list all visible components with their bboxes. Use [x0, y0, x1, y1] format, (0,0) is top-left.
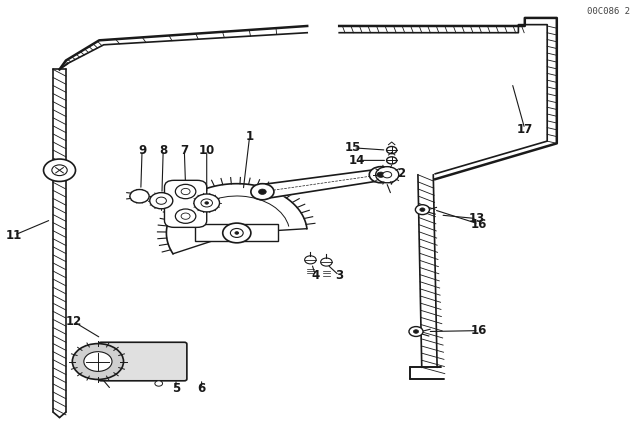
- Text: 8: 8: [159, 143, 167, 157]
- FancyBboxPatch shape: [99, 342, 187, 381]
- Circle shape: [251, 184, 274, 200]
- Circle shape: [205, 202, 209, 204]
- Circle shape: [383, 172, 392, 178]
- Circle shape: [415, 205, 429, 215]
- Text: 2: 2: [397, 167, 405, 181]
- Circle shape: [130, 190, 149, 203]
- Circle shape: [156, 197, 166, 204]
- Circle shape: [377, 172, 385, 177]
- Circle shape: [235, 232, 239, 234]
- Text: 7: 7: [180, 143, 188, 157]
- Circle shape: [194, 194, 220, 212]
- Circle shape: [72, 344, 124, 379]
- Circle shape: [259, 189, 266, 194]
- Text: 4: 4: [312, 269, 319, 282]
- Circle shape: [201, 199, 212, 207]
- Text: 11: 11: [6, 228, 22, 242]
- Text: 00C086 2: 00C086 2: [588, 7, 630, 16]
- Circle shape: [387, 146, 397, 154]
- Circle shape: [150, 193, 173, 209]
- Circle shape: [420, 208, 425, 211]
- Text: 9: 9: [138, 143, 146, 157]
- Text: 14: 14: [349, 154, 365, 167]
- Text: 6: 6: [198, 382, 205, 396]
- Circle shape: [84, 352, 112, 371]
- Circle shape: [369, 167, 392, 183]
- Circle shape: [44, 159, 76, 181]
- Circle shape: [321, 258, 332, 266]
- Polygon shape: [260, 169, 383, 199]
- Text: 3: 3: [335, 269, 343, 282]
- Text: 16: 16: [470, 217, 487, 231]
- Circle shape: [223, 223, 251, 243]
- Circle shape: [253, 185, 269, 196]
- Text: 13: 13: [468, 212, 485, 225]
- Circle shape: [175, 209, 196, 223]
- FancyBboxPatch shape: [164, 180, 207, 228]
- Circle shape: [305, 256, 316, 264]
- Text: 5: 5: [172, 382, 180, 396]
- Text: 1: 1: [246, 130, 253, 143]
- Circle shape: [413, 330, 419, 333]
- Circle shape: [387, 157, 397, 164]
- Text: 16: 16: [470, 324, 487, 337]
- Text: 10: 10: [198, 143, 215, 157]
- Circle shape: [376, 167, 399, 183]
- Text: 17: 17: [516, 122, 533, 136]
- Bar: [195, 224, 278, 241]
- Circle shape: [155, 381, 163, 386]
- Circle shape: [409, 327, 423, 336]
- Text: 12: 12: [65, 315, 82, 328]
- Text: 15: 15: [345, 141, 362, 155]
- Circle shape: [175, 185, 196, 199]
